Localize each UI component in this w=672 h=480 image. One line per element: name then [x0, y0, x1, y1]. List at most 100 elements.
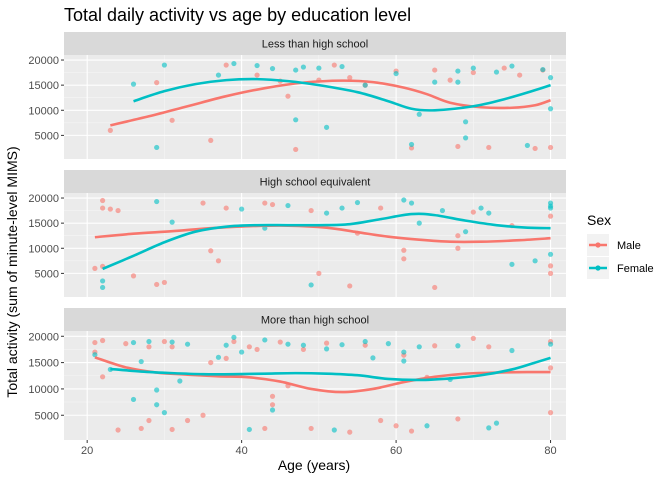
data-point	[339, 342, 345, 348]
data-point	[231, 334, 237, 340]
data-point	[223, 342, 229, 348]
data-point	[378, 205, 384, 211]
data-point	[509, 347, 515, 354]
data-point	[470, 69, 476, 76]
data-point	[463, 135, 469, 141]
data-point	[161, 62, 167, 68]
data-point	[347, 429, 353, 435]
data-point	[401, 256, 407, 262]
y-tick-label: 20000	[28, 55, 59, 67]
legend-entry: Female	[587, 257, 654, 279]
data-point	[354, 199, 361, 206]
data-point	[130, 396, 137, 403]
data-point	[547, 365, 554, 371]
legend-key-point	[595, 242, 601, 248]
data-point	[223, 355, 229, 361]
data-point	[486, 344, 492, 350]
legend-key-point	[595, 265, 601, 271]
data-point	[308, 282, 314, 288]
data-point	[331, 62, 337, 68]
data-point	[223, 205, 229, 211]
y-tick-label: 5000	[35, 268, 59, 280]
data-point	[107, 127, 113, 133]
data-point	[547, 203, 554, 209]
data-point	[169, 219, 175, 225]
data-point	[362, 342, 368, 348]
data-point	[208, 359, 214, 366]
y-tick-label: 5000	[35, 410, 59, 422]
data-point	[408, 200, 415, 206]
data-point	[269, 402, 276, 408]
data-point	[401, 197, 407, 203]
facet-panel: Less than high school 5000 10000 15000 20000	[28, 32, 566, 159]
data-point	[323, 210, 330, 216]
data-point	[493, 69, 500, 75]
data-point	[493, 420, 500, 426]
data-point	[215, 258, 222, 264]
data-point	[532, 145, 538, 152]
data-point	[316, 270, 322, 276]
data-point	[285, 93, 291, 99]
trend-line	[110, 356, 551, 382]
facet-strip-label: High school equivalent	[260, 177, 371, 189]
data-point	[154, 281, 160, 288]
x-tick-label: 80	[544, 445, 556, 457]
data-point	[223, 62, 229, 68]
data-point	[416, 111, 422, 117]
data-point	[269, 201, 276, 208]
data-point	[246, 426, 252, 433]
y-tick-label: 15000	[28, 80, 59, 92]
panel-background	[64, 193, 566, 297]
facet-strip	[64, 308, 566, 331]
data-point	[269, 393, 276, 399]
data-point	[200, 200, 206, 206]
data-point	[547, 106, 554, 112]
data-point	[262, 200, 268, 206]
data-point	[208, 248, 214, 254]
data-point	[300, 342, 307, 348]
data-point	[208, 137, 214, 144]
legend-label: Male	[617, 240, 641, 252]
data-point	[401, 247, 407, 253]
data-point	[293, 146, 299, 153]
data-point	[154, 198, 160, 205]
facet-panel: More than high school 5000 10000 15000 20000	[28, 308, 566, 440]
data-point	[100, 284, 106, 291]
data-point	[455, 233, 461, 239]
data-point	[547, 270, 554, 276]
series-points	[100, 197, 554, 291]
data-point	[547, 144, 554, 151]
data-point	[323, 124, 330, 130]
data-point	[370, 355, 376, 361]
data-point	[432, 67, 438, 73]
x-tick-label: 60	[390, 445, 402, 457]
facet-strip	[64, 170, 566, 193]
data-point	[107, 206, 113, 212]
data-point	[184, 341, 191, 347]
data-point	[486, 144, 492, 151]
data-point	[416, 344, 422, 350]
series-points	[130, 60, 554, 151]
trend-line	[110, 79, 551, 127]
data-point	[455, 79, 461, 85]
data-point	[362, 82, 368, 88]
data-point	[231, 338, 237, 345]
y-axis-title: Total activity (sum of minute-level MIMS…	[4, 146, 20, 397]
data-point	[524, 142, 530, 149]
data-point	[100, 278, 106, 284]
data-point	[154, 402, 160, 408]
data-point	[161, 338, 167, 345]
data-point	[277, 339, 283, 345]
y-tick-label: 20000	[28, 193, 59, 205]
data-point	[239, 349, 245, 355]
data-point	[447, 77, 453, 83]
data-point	[347, 283, 353, 289]
data-point	[331, 427, 337, 433]
data-point	[177, 378, 183, 384]
data-point	[470, 65, 476, 71]
data-point	[547, 263, 554, 269]
data-point	[424, 423, 430, 429]
data-point	[339, 205, 345, 211]
data-point	[138, 358, 144, 365]
data-point	[269, 407, 276, 413]
